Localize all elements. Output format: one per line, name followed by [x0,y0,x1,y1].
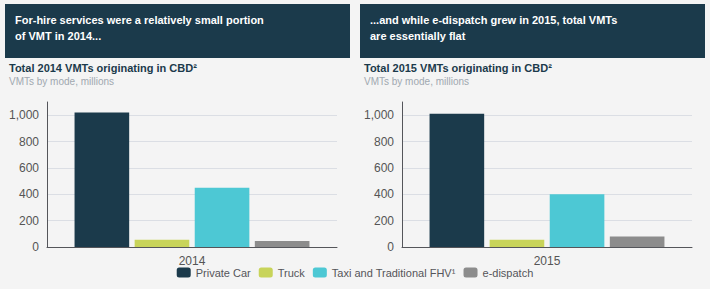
svg-text:For-hire services were a relat: For-hire services were a relatively smal… [15,14,264,26]
svg-text:800: 800 [19,135,39,149]
svg-text:1,000: 1,000 [364,108,394,122]
svg-text:600: 600 [19,161,39,175]
svg-text:Taxi and Traditional FHV¹: Taxi and Traditional FHV¹ [332,267,456,279]
svg-text:are essentially flat: are essentially flat [370,30,466,42]
svg-text:200: 200 [19,214,39,228]
svg-text:800: 800 [374,135,394,149]
svg-text:400: 400 [19,187,39,201]
svg-text:of VMT in 2014...: of VMT in 2014... [15,30,101,42]
svg-text:Total 2014 VMTs originating in: Total 2014 VMTs originating in CBD² [9,62,197,74]
svg-text:VMTs by mode, millions: VMTs by mode, millions [364,76,469,87]
svg-text:Total 2015 VMTs originating in: Total 2015 VMTs originating in CBD² [364,62,552,74]
svg-text:600: 600 [374,161,394,175]
svg-text:0: 0 [32,240,39,254]
svg-text:1,000: 1,000 [9,108,39,122]
svg-text:e-dispatch: e-dispatch [483,267,534,279]
svg-text:2015: 2015 [534,254,561,268]
svg-text:200: 200 [374,214,394,228]
svg-text:Private Car: Private Car [196,267,251,279]
svg-text:2014: 2014 [178,254,206,268]
svg-text:...and while e-dispatch grew i: ...and while e-dispatch grew in 2015, to… [370,14,617,26]
svg-text:400: 400 [374,187,394,201]
svg-text:Truck: Truck [278,267,306,279]
svg-text:0: 0 [387,240,394,254]
svg-text:VMTs by mode, millions: VMTs by mode, millions [9,76,114,87]
